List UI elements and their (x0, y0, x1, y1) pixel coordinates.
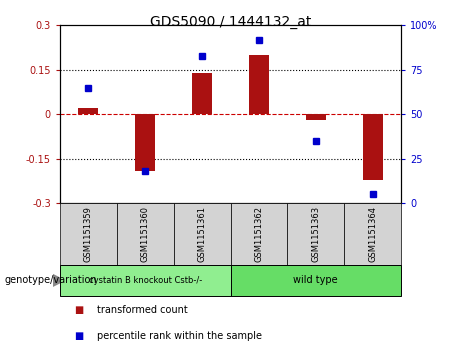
Bar (249, 55, 269, 114)
Text: GSM1151362: GSM1151362 (254, 206, 263, 262)
Text: ■: ■ (74, 331, 83, 341)
Text: GSM1151363: GSM1151363 (311, 206, 320, 262)
Text: GSM1151359: GSM1151359 (84, 206, 93, 262)
Text: genotype/variation: genotype/variation (5, 276, 97, 285)
Text: GSM1151364: GSM1151364 (368, 206, 377, 262)
Text: GSM1151361: GSM1151361 (198, 206, 207, 262)
Bar (363, 114, 383, 180)
Bar (135, 114, 155, 171)
Text: transformed count: transformed count (97, 305, 188, 315)
Text: GSM1151360: GSM1151360 (141, 206, 150, 262)
Text: GDS5090 / 1444132_at: GDS5090 / 1444132_at (150, 15, 311, 29)
Text: percentile rank within the sample: percentile rank within the sample (97, 331, 262, 341)
Polygon shape (53, 274, 66, 287)
Text: wild type: wild type (294, 276, 338, 285)
Text: ■: ■ (74, 305, 83, 315)
Bar (78, 109, 98, 114)
Text: cystatin B knockout Cstb-/-: cystatin B knockout Cstb-/- (89, 276, 202, 285)
Bar (192, 73, 212, 114)
Bar (306, 114, 326, 120)
